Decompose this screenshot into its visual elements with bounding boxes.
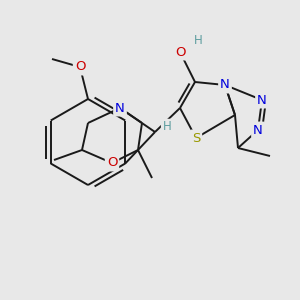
Text: H: H	[163, 121, 171, 134]
Text: N: N	[115, 101, 125, 115]
Text: S: S	[192, 131, 200, 145]
Text: H: H	[194, 34, 202, 46]
Text: O: O	[107, 157, 117, 169]
Text: O: O	[175, 46, 185, 59]
Text: O: O	[75, 61, 85, 74]
Text: N: N	[220, 79, 230, 92]
Text: N: N	[253, 124, 263, 136]
Text: N: N	[257, 94, 267, 106]
